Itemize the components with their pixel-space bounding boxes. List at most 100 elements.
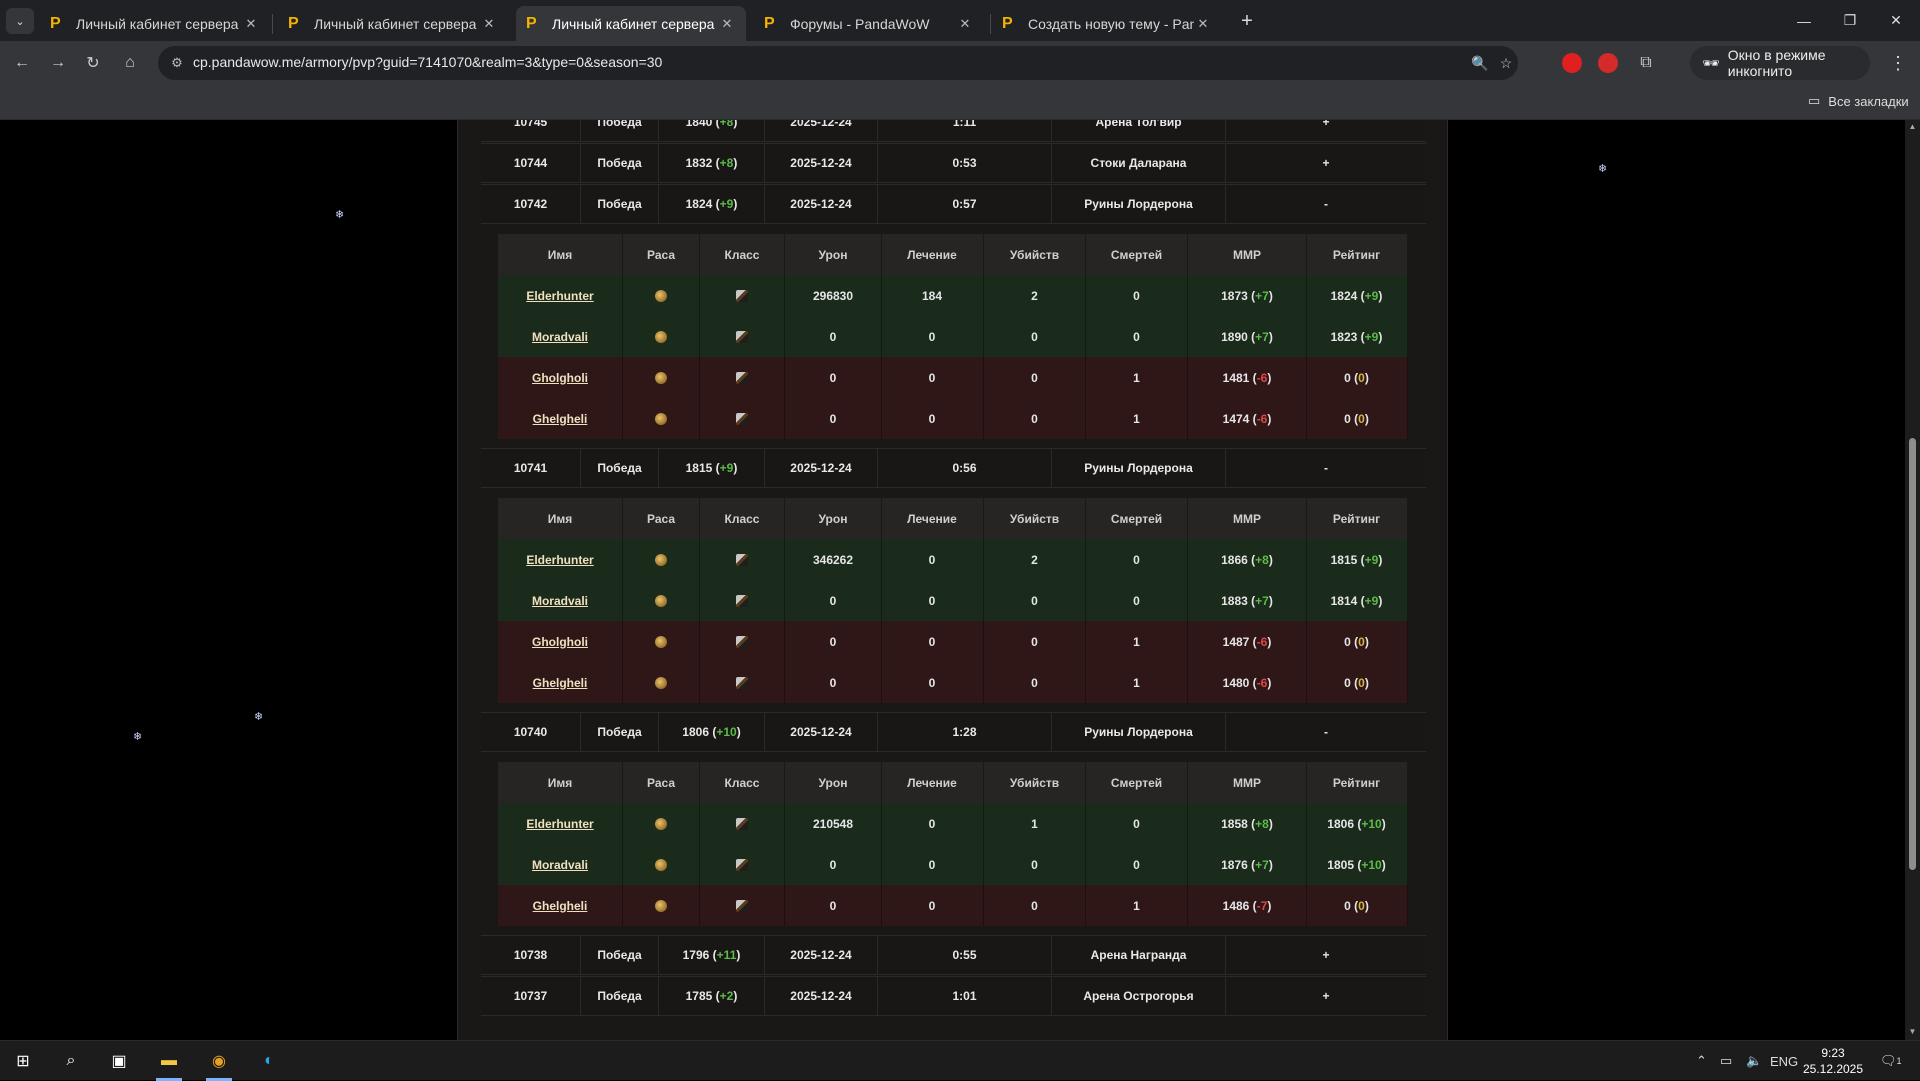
rating-value: 1832: [685, 156, 713, 170]
match-row[interactable]: 10742 Победа 1824 (+9) 2025-12-24 0:57 Руины …: [481, 184, 1426, 224]
match-toggle[interactable]: -: [1324, 197, 1328, 211]
restore-button[interactable]: ❐: [1843, 12, 1857, 28]
player-name-link[interactable]: Ghelgheli: [532, 411, 588, 426]
menu-kebab-icon[interactable]: ⋮: [1889, 52, 1907, 73]
player-race: [623, 621, 700, 662]
volume-icon[interactable]: 🔈: [1746, 1053, 1763, 1068]
extension-red-icon[interactable]: [1562, 53, 1582, 73]
close-icon[interactable]: ✕: [1197, 15, 1209, 31]
match-toggle[interactable]: -: [1324, 461, 1328, 475]
close-icon[interactable]: ✕: [721, 15, 733, 31]
rating-value: 0: [1344, 675, 1351, 690]
match-row[interactable]: 10745 Победа 1840 (+8) 2025-12-24 1:11 Арена …: [481, 120, 1426, 142]
language-indicator[interactable]: ENG: [1770, 1053, 1799, 1069]
player-row: Gholgholi 0 0 0 1 1487 (-6) 0 (0): [498, 621, 1408, 662]
player-damage: 0: [785, 885, 882, 926]
tab-1[interactable]: P Личный кабинет сервера Pandа ✕: [40, 6, 270, 41]
extensions-puzzle-icon[interactable]: ⧉: [1640, 54, 1652, 71]
scroll-down-arrow-icon[interactable]: ▼: [1908, 1027, 1917, 1036]
player-name-link[interactable]: Gholgholi: [532, 370, 588, 385]
match-id: 10744: [481, 144, 581, 182]
match-toggle[interactable]: -: [1324, 725, 1328, 739]
details-header-cell: Лечение: [881, 762, 984, 803]
match-toggle[interactable]: +: [1322, 120, 1330, 129]
zoom-icon[interactable]: 🔍: [1471, 54, 1489, 71]
task-view-icon[interactable]: ▣: [111, 1053, 127, 1070]
address-bar[interactable]: ⚙ cp.pandawow.me/armory/pvp?guid=7141070…: [158, 46, 1518, 80]
details-header-row: Имя Раса Класс Урон Лечение Убийств Смертей MMP…: [498, 762, 1408, 803]
match-date: 2025-12-24: [765, 185, 878, 223]
search-icon[interactable]: ⌕: [66, 1052, 76, 1069]
match-result: Победа: [581, 144, 659, 182]
player-name-link[interactable]: Moradvali: [531, 593, 588, 608]
new-tab-button[interactable]: +: [1241, 9, 1253, 32]
match-row[interactable]: 10737 Победа 1785 (+2) 2025-12-24 1:01 Арена …: [481, 976, 1426, 1016]
race-icon: [655, 289, 667, 302]
match-toggle[interactable]: +: [1322, 948, 1330, 962]
mmr-change: -6: [1256, 411, 1268, 426]
player-healing: 0: [881, 803, 984, 844]
scroll-thumb[interactable]: [1909, 438, 1916, 870]
clock[interactable]: 9:23 25.12.2025: [1800, 1045, 1866, 1077]
match-row[interactable]: 10744 Победа 1832 (+8) 2025-12-24 0:53 Стоки …: [481, 143, 1426, 183]
player-name-link[interactable]: Moradvali: [531, 329, 588, 344]
match-row[interactable]: 10738 Победа 1796 (+11) 2025-12-24 0:55 Арена…: [481, 935, 1426, 975]
details-header-cell: Раса: [623, 762, 700, 803]
close-icon[interactable]: ✕: [959, 15, 971, 31]
forward-button[interactable]: →: [50, 54, 66, 71]
notifications-icon[interactable]: 🗨 1: [1880, 1053, 1902, 1068]
edge-icon[interactable]: ◐: [264, 1052, 274, 1069]
match-duration: 0:55: [878, 936, 1052, 974]
rating-change: 0: [1358, 898, 1365, 913]
player-name-link[interactable]: Moradvali: [531, 857, 588, 872]
tab-3-active[interactable]: P Личный кабинет сервера Pandа ✕: [516, 6, 746, 41]
home-button[interactable]: ⌂: [125, 54, 135, 71]
match-row[interactable]: 10740 Победа 1806 (+10) 2025-12-24 1:28 Руины…: [481, 712, 1426, 752]
player-name-link[interactable]: Elderhunter: [526, 552, 594, 567]
rating-value: 0: [1344, 634, 1351, 649]
details-header-cell: Имя: [498, 762, 623, 803]
close-icon[interactable]: ✕: [483, 15, 495, 31]
player-damage: 0: [785, 662, 882, 703]
chrome-icon[interactable]: ◉: [196, 1041, 242, 1081]
reload-button[interactable]: ↻: [86, 55, 100, 72]
pandawow-favicon-icon: P: [288, 14, 299, 32]
incognito-indicator[interactable]: 🕶 Окно в режиме инкогнито: [1690, 46, 1870, 80]
start-windows-icon[interactable]: ⊞: [16, 1053, 30, 1070]
pandawow-favicon-icon: P: [526, 14, 537, 32]
all-bookmarks-button[interactable]: ▭ Все закладки: [1808, 93, 1909, 109]
match-row[interactable]: 10741 Победа 1815 (+9) 2025-12-24 0:56 Руины …: [481, 448, 1426, 488]
tab-title: Создать новую тему - PandaWoW: [1028, 15, 1194, 32]
tray-chevron-icon[interactable]: ⌃: [1696, 1053, 1707, 1068]
player-rating: 1806 (+10): [1306, 803, 1408, 844]
minimize-button[interactable]: —: [1797, 12, 1811, 29]
match-toggle[interactable]: +: [1322, 989, 1330, 1003]
scroll-up-arrow-icon[interactable]: ▲: [1908, 122, 1917, 131]
match-toggle[interactable]: +: [1322, 156, 1330, 170]
site-info-icon[interactable]: ⚙: [171, 55, 183, 70]
tab-5[interactable]: P Создать новую тему - PandaWoW ✕: [992, 6, 1222, 41]
player-race: [623, 316, 700, 357]
tab-4[interactable]: P Форумы - PandaWoW ✕: [754, 6, 984, 41]
tab-2[interactable]: P Личный кабинет сервера Pandа ✕: [278, 6, 508, 41]
rating-value: 1840: [685, 120, 713, 129]
player-deaths: 0: [1086, 580, 1188, 621]
player-name-link[interactable]: Elderhunter: [526, 288, 594, 303]
extension-pen-icon[interactable]: [1598, 53, 1618, 73]
close-icon[interactable]: ✕: [245, 15, 257, 31]
back-button[interactable]: ←: [14, 54, 30, 71]
url-text[interactable]: cp.pandawow.me/armory/pvp?guid=7141070&r…: [193, 54, 663, 70]
network-icon[interactable]: ▭: [1720, 1053, 1733, 1068]
bookmark-star-icon[interactable]: ☆: [1499, 54, 1513, 71]
rating-value: 1815: [685, 461, 713, 475]
player-name-link[interactable]: Ghelgheli: [532, 675, 588, 690]
close-window-button[interactable]: ✕: [1890, 12, 1902, 28]
player-name-link[interactable]: Elderhunter: [526, 816, 594, 831]
player-deaths: 0: [1086, 539, 1188, 580]
player-name-link[interactable]: Gholgholi: [532, 634, 588, 649]
player-name-link[interactable]: Ghelgheli: [532, 898, 588, 913]
file-explorer-icon[interactable]: ▬: [146, 1041, 192, 1081]
details-header-cell: Лечение: [881, 234, 984, 275]
page-scrollbar[interactable]: ▲ ▼: [1905, 120, 1920, 1040]
tab-search-button[interactable]: ⌄: [6, 8, 34, 34]
